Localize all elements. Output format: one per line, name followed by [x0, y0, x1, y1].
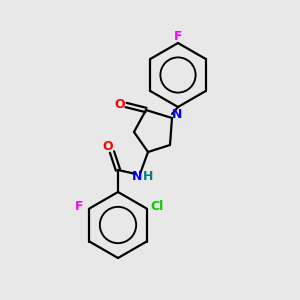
Text: N: N — [132, 169, 142, 182]
Text: F: F — [174, 31, 182, 44]
Text: N: N — [172, 109, 182, 122]
Text: Cl: Cl — [150, 200, 163, 213]
Text: O: O — [103, 140, 113, 152]
Text: F: F — [75, 200, 84, 213]
Text: H: H — [143, 169, 153, 182]
Text: O: O — [115, 98, 125, 110]
